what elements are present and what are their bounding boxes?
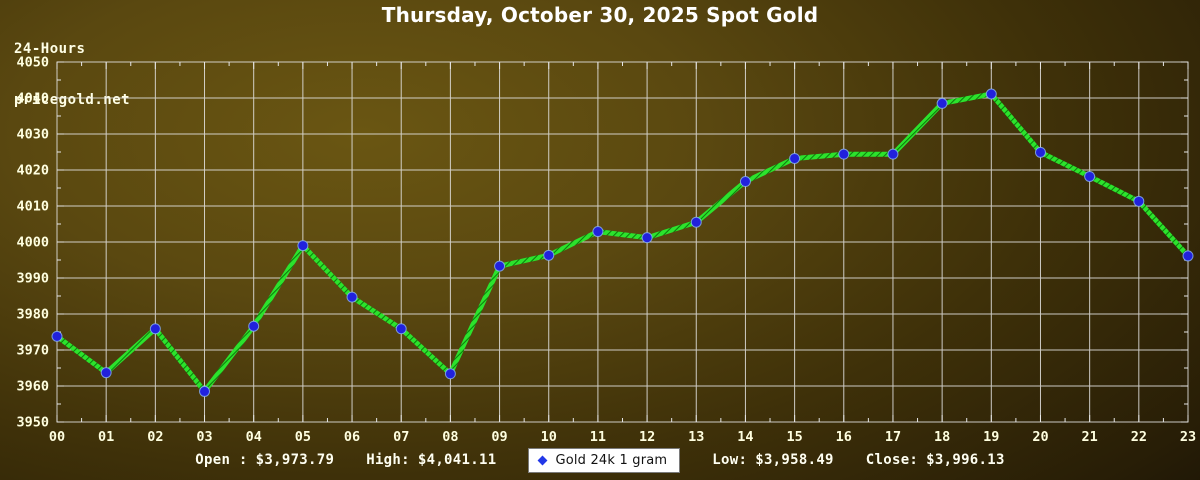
svg-text:03: 03	[196, 429, 212, 445]
data-point	[789, 152, 801, 164]
stat-low-label: Low:	[712, 452, 748, 468]
stat-low: Low: $3,958.49	[712, 452, 833, 468]
legend-label: Gold 24k 1 gram	[555, 452, 668, 468]
stat-close-label: Close:	[865, 452, 919, 468]
svg-text:4030: 4030	[16, 127, 49, 143]
svg-text:3960: 3960	[16, 379, 49, 395]
stat-high-value: $4,041.11	[417, 452, 497, 468]
svg-text:15: 15	[786, 429, 802, 445]
data-point	[494, 260, 506, 272]
stat-close-value: $3,996.13	[926, 452, 1005, 468]
svg-text:4040: 4040	[16, 91, 49, 107]
page-title: Thursday, October 30, 2025 Spot Gold	[381, 3, 819, 27]
svg-text:4000: 4000	[16, 235, 49, 251]
stat-low-value: $3,958.49	[755, 452, 834, 468]
svg-text:18: 18	[934, 429, 950, 445]
svg-text:16: 16	[836, 429, 852, 445]
svg-text:3950: 3950	[16, 415, 49, 431]
axis-ticks	[56, 61, 1189, 423]
brand-line-1: 24-Hours	[14, 41, 86, 57]
data-point	[985, 88, 997, 100]
stats-footer: Open : $3,973.79 High: $4,041.11 Gold 24…	[0, 444, 1200, 476]
data-point	[838, 148, 850, 160]
svg-text:17: 17	[885, 429, 901, 445]
data-point	[395, 323, 407, 335]
svg-text:3990: 3990	[16, 271, 49, 287]
svg-text:09: 09	[491, 429, 507, 445]
chart-legend: Gold 24k 1 gram	[528, 447, 681, 473]
svg-text:4050: 4050	[16, 55, 49, 71]
data-point	[346, 291, 358, 303]
svg-text:3980: 3980	[16, 307, 49, 323]
data-point	[1182, 250, 1194, 262]
svg-text:20: 20	[1032, 429, 1048, 445]
svg-text:08: 08	[442, 429, 458, 445]
svg-text:07: 07	[393, 429, 409, 445]
data-point	[297, 240, 309, 252]
stat-high-label: High:	[366, 452, 410, 468]
data-point	[1084, 170, 1096, 182]
svg-text:01: 01	[98, 429, 114, 445]
data-point	[936, 97, 948, 109]
data-point	[149, 323, 161, 335]
data-point	[887, 148, 899, 160]
data-point	[543, 249, 555, 261]
data-point	[444, 368, 456, 380]
svg-text:11: 11	[590, 429, 606, 445]
svg-text:23: 23	[1180, 429, 1196, 445]
stat-high: High: $4,041.11	[366, 452, 496, 468]
data-point	[248, 320, 260, 332]
data-point	[592, 226, 604, 238]
data-point	[51, 330, 63, 342]
data-point	[100, 367, 112, 379]
svg-text:12: 12	[639, 429, 655, 445]
svg-text:04: 04	[246, 429, 262, 445]
brand: 24-Hours pricegold.net	[14, 7, 130, 143]
data-point	[739, 176, 751, 188]
data-point	[199, 385, 211, 397]
data-points	[51, 88, 1194, 397]
data-point	[1133, 195, 1145, 207]
grid	[56, 61, 1189, 423]
svg-text:22: 22	[1131, 429, 1147, 445]
svg-text:21: 21	[1082, 429, 1098, 445]
stat-open: Open : $3,973.79	[195, 452, 334, 468]
data-point	[641, 232, 653, 244]
stat-open-value: $3,973.79	[255, 452, 335, 468]
legend-diamond-icon	[537, 455, 548, 465]
data-point	[1034, 146, 1046, 158]
stat-close: Close: $3,996.13	[866, 452, 1005, 468]
svg-text:02: 02	[147, 429, 163, 445]
svg-text:4020: 4020	[16, 163, 49, 179]
price-line	[54, 91, 1191, 394]
data-point	[690, 216, 702, 228]
axis-labels: 3950 3960 3970 3980 3990 4000 4010 4020 4030 4040…	[16, 55, 1196, 446]
svg-text:19: 19	[983, 429, 999, 445]
svg-text:05: 05	[295, 429, 311, 445]
stat-open-label: Open :	[195, 452, 248, 468]
svg-text:06: 06	[344, 429, 360, 445]
svg-text:4010: 4010	[16, 199, 49, 215]
svg-text:10: 10	[541, 429, 557, 445]
brand-line-2: pricegold.net	[14, 92, 131, 108]
svg-text:13: 13	[688, 429, 704, 445]
svg-text:3970: 3970	[16, 343, 49, 359]
svg-text:00: 00	[49, 429, 65, 445]
svg-text:14: 14	[737, 429, 753, 445]
